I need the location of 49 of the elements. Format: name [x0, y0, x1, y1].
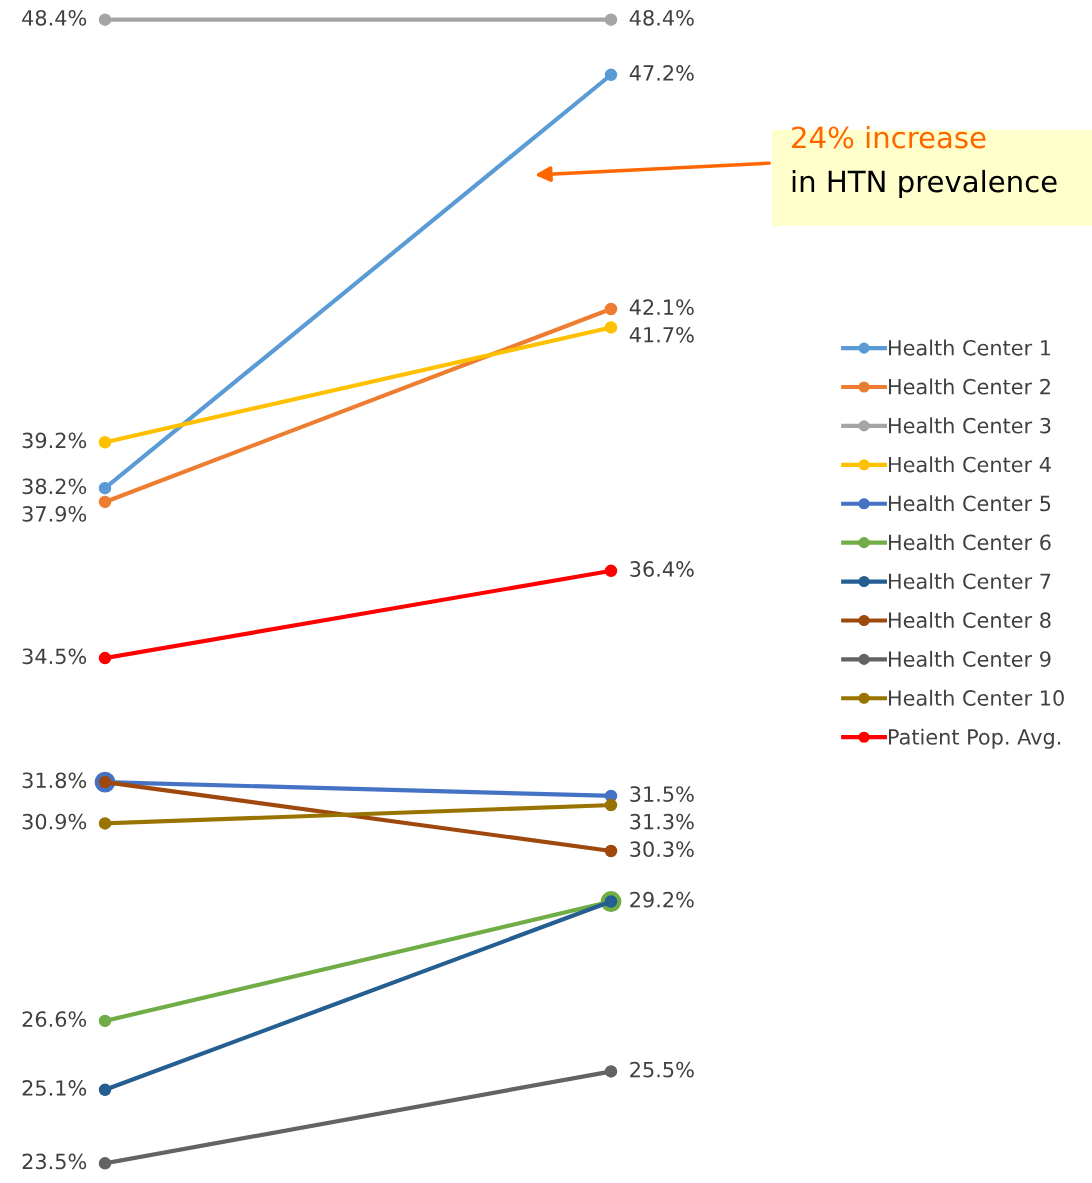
point	[604, 13, 618, 26]
point	[604, 844, 618, 858]
legend-label: Health Center 3	[889, 417, 1051, 434]
point	[604, 302, 618, 316]
data-label: 37.9%	[22, 506, 87, 522]
point	[98, 651, 112, 665]
point	[98, 435, 112, 449]
data-label: 25.5%	[630, 1061, 694, 1078]
data-label: 41.7%	[629, 326, 694, 343]
data-label: 34.5%	[22, 648, 87, 665]
point	[604, 68, 618, 82]
data-label: 42.1%	[629, 299, 694, 316]
point	[98, 817, 112, 830]
legend-label: Health Center 6	[889, 534, 1051, 551]
point	[98, 1157, 112, 1170]
legend-label: Patient Pop. Avg.	[889, 728, 1061, 749]
point	[604, 321, 618, 334]
data-label: 31.8%	[22, 772, 87, 789]
point	[604, 1065, 618, 1078]
point	[98, 13, 112, 26]
legend-label: Health Center 8	[889, 611, 1051, 629]
legend-label: Health Center 9	[889, 650, 1051, 667]
data-label: 31.5%	[630, 786, 694, 802]
legend-label: Health Center 7	[889, 573, 1051, 590]
legend-label: Health Center 4	[889, 456, 1051, 473]
data-label: 36.4%	[630, 561, 694, 577]
data-label: 29.2%	[630, 891, 694, 908]
annotation: 24% increase	[792, 125, 986, 149]
point	[98, 495, 112, 509]
data-label: 38.2%	[22, 478, 87, 495]
data-label: 39.2%	[22, 432, 87, 449]
data-label: 30.9%	[22, 813, 87, 830]
legend-label: Health Center 10	[889, 689, 1064, 706]
data-label: 48.4%	[629, 9, 694, 26]
point	[604, 564, 618, 578]
data-label: 31.3%	[630, 813, 694, 830]
data-label: 48.4%	[22, 9, 87, 26]
data-label: 30.3%	[630, 841, 694, 858]
data-label: 25.1%	[22, 1080, 87, 1096]
data-label: 47.2%	[629, 65, 694, 81]
data-label: 23.5%	[22, 1153, 87, 1170]
legend-label: Health Center 1	[889, 339, 1051, 356]
point	[98, 481, 112, 495]
annotation: in HTN prevalence	[792, 169, 1057, 199]
point	[604, 798, 618, 812]
data-label: 26.6%	[22, 1011, 87, 1027]
point	[98, 1083, 112, 1097]
legend-label: Health Center 2	[889, 378, 1050, 395]
legend-label: Health Center 5	[889, 495, 1051, 512]
